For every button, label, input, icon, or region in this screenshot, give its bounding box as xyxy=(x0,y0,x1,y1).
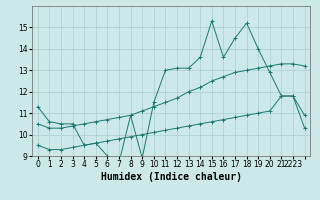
X-axis label: Humidex (Indice chaleur): Humidex (Indice chaleur) xyxy=(101,172,242,182)
